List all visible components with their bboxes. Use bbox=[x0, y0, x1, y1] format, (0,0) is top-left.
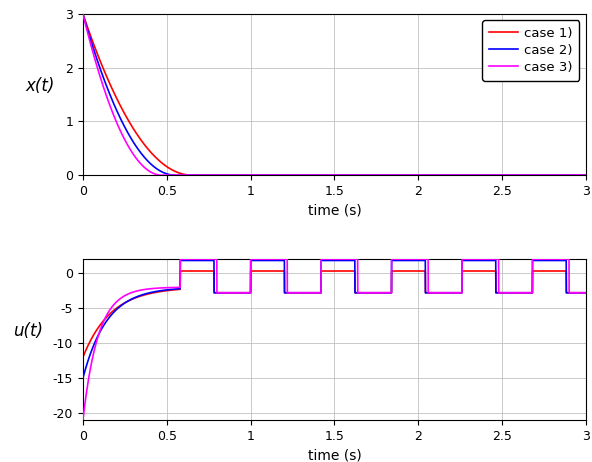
X-axis label: time (s): time (s) bbox=[308, 203, 361, 218]
case 2) bbox=[100, 76, 107, 81]
Line: case 3): case 3) bbox=[83, 14, 586, 175]
case 3) bbox=[79, 11, 86, 17]
case 2) bbox=[178, 172, 185, 178]
case 3) bbox=[583, 172, 590, 178]
case 1) bbox=[188, 172, 195, 178]
case 1) bbox=[178, 171, 185, 176]
case 1) bbox=[82, 18, 89, 23]
case 1) bbox=[583, 172, 590, 178]
Legend: case 1), case 2), case 3): case 1), case 2), case 3) bbox=[482, 20, 580, 80]
case 2) bbox=[82, 19, 89, 24]
case 1) bbox=[326, 172, 333, 178]
Y-axis label: x(t): x(t) bbox=[25, 77, 55, 95]
Line: case 1): case 1) bbox=[83, 14, 586, 175]
Y-axis label: u(t): u(t) bbox=[13, 322, 43, 340]
case 2) bbox=[110, 99, 117, 105]
case 3) bbox=[100, 85, 107, 91]
case 2) bbox=[172, 172, 179, 178]
case 2) bbox=[556, 172, 563, 178]
case 3) bbox=[178, 172, 185, 178]
case 3) bbox=[82, 20, 89, 26]
case 3) bbox=[326, 172, 333, 178]
case 1) bbox=[110, 88, 117, 93]
case 2) bbox=[583, 172, 590, 178]
X-axis label: time (s): time (s) bbox=[308, 449, 361, 462]
case 2) bbox=[79, 11, 86, 17]
case 1) bbox=[100, 67, 107, 73]
case 3) bbox=[110, 111, 117, 116]
case 3) bbox=[158, 172, 165, 178]
case 1) bbox=[556, 172, 563, 178]
case 2) bbox=[326, 172, 333, 178]
Line: case 2): case 2) bbox=[83, 14, 586, 175]
case 3) bbox=[556, 172, 563, 178]
case 1) bbox=[79, 11, 86, 17]
